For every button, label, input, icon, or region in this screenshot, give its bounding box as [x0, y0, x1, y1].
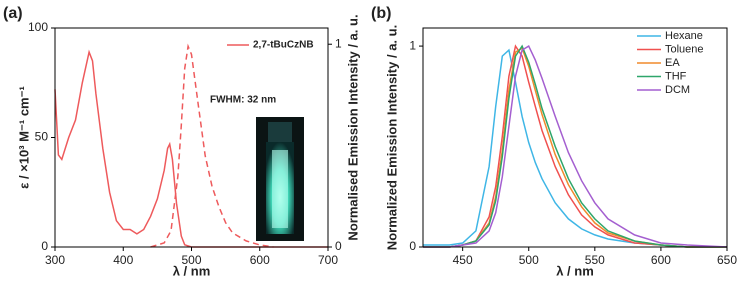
legend-label: 2,7-tBuCzNB — [253, 40, 314, 51]
series-line — [423, 44, 727, 248]
x-axis-label: λ / nm — [556, 263, 594, 278]
series-line — [423, 48, 727, 248]
y-tick-label: 0 — [41, 239, 48, 253]
y-tick-label: 50 — [35, 130, 49, 144]
legend-label: THF — [665, 70, 687, 82]
panel-label: (a) — [3, 5, 23, 22]
x-tick-label: 550 — [585, 253, 605, 267]
series-line — [423, 44, 727, 248]
x-tick-label: 300 — [45, 253, 65, 267]
legend-label: EA — [665, 57, 680, 69]
panel-label: (b) — [371, 5, 391, 22]
y2-axis-label: Normalised Emission Intensity / a. u. — [345, 14, 360, 240]
legend-label: DCM — [665, 84, 690, 96]
x-tick-label: 700 — [318, 253, 338, 267]
x-tick-label: 500 — [181, 253, 201, 267]
y2-tick-label: 1 — [335, 36, 342, 50]
y-tick-label: 100 — [28, 20, 48, 34]
y-tick-label: 0 — [409, 239, 416, 253]
plot-frame — [422, 27, 728, 248]
x-tick-label: 450 — [453, 253, 473, 267]
legend-label: Toluene — [665, 43, 704, 55]
x-tick-label: 500 — [519, 253, 539, 267]
x-tick-label: 650 — [717, 253, 737, 267]
x-tick-label: 400 — [113, 253, 133, 267]
inset-photo — [256, 117, 304, 241]
y-axis-label: ε / ×10³ M⁻¹ cm⁻¹ — [16, 86, 31, 189]
y-tick-label: 1 — [409, 38, 416, 52]
y2-tick-label: 0 — [335, 239, 342, 253]
x-axis-label: λ / nm — [173, 263, 211, 278]
y-axis-label: Normalized Emission Intensity / a. u. — [384, 25, 399, 250]
series-line — [423, 45, 728, 248]
annotation: FWHM: 32 nm — [210, 95, 276, 106]
x-tick-label: 600 — [651, 253, 671, 267]
legend-label: Hexane — [665, 30, 703, 42]
series-line — [54, 49, 328, 248]
x-tick-label: 600 — [250, 253, 270, 267]
series-line — [150, 43, 274, 248]
